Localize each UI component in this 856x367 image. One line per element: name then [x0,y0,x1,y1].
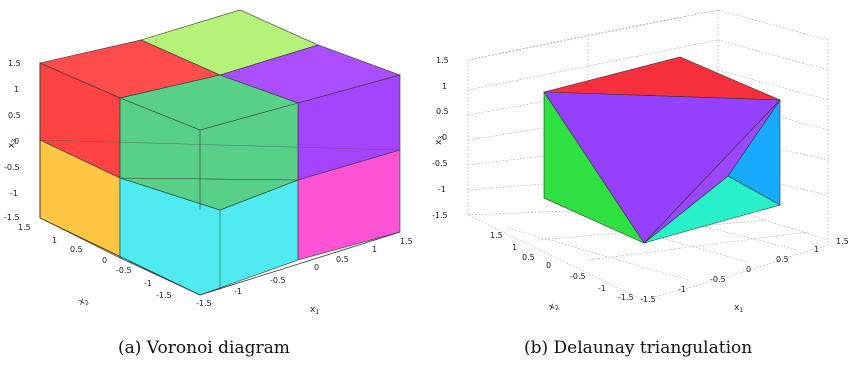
x3-ticks: 1.5 1 0.5 0 -0.5 -1 -1.5 [4,59,21,222]
svg-text:1: 1 [442,82,447,91]
svg-text:-0.5: -0.5 [270,276,286,285]
x3-axis-label: x3 [7,139,18,148]
svg-text:1.5: 1.5 [490,231,503,240]
svg-text:1: 1 [372,245,377,254]
face-green-left [543,91,645,244]
svg-text:-1.5: -1.5 [640,295,656,304]
svg-text:0: 0 [746,265,751,274]
x1-axis-label: x1 [734,303,743,314]
svg-text:0.5: 0.5 [776,255,789,264]
voronoi-panel: 1.5 1 0.5 0 -0.5 -1 -1.5 x3 1.5 1 0.5 0 … [4,9,413,358]
svg-text:-1: -1 [144,279,152,288]
x1-ticks: -1.5 -1 -0.5 0 0.5 1 1.5 [640,237,849,304]
svg-text:0: 0 [442,133,447,142]
svg-text:-1: -1 [678,285,686,294]
svg-text:-0.5: -0.5 [432,159,448,168]
svg-text:-1: -1 [234,287,242,296]
svg-text:1.5: 1.5 [18,223,31,232]
svg-text:-0.5: -0.5 [570,272,586,281]
svg-text:-1: -1 [438,185,446,194]
svg-text:-1.5: -1.5 [196,299,212,308]
svg-text:-0.5: -0.5 [116,266,132,275]
svg-text:-1.5: -1.5 [4,213,20,222]
svg-text:1.5: 1.5 [436,56,449,65]
svg-text:-1.5: -1.5 [156,291,172,300]
svg-text:0.5: 0.5 [522,253,535,262]
svg-text:1.5: 1.5 [8,59,21,68]
x3-axis-label: x3 [434,136,445,145]
caption-delaunay: (b) Delaunay triangulation [524,338,753,358]
svg-text:0: 0 [546,261,551,270]
x2-ticks: 1.5 1 0.5 0 -0.5 -1 -1.5 [490,231,634,302]
svg-text:0.5: 0.5 [70,245,83,254]
x1-ticks: -1.5 -1 -0.5 0 0.5 1 1.5 [196,237,413,308]
x1-axis-label: x1 [310,305,319,316]
svg-text:-1.5: -1.5 [432,211,448,220]
svg-text:0: 0 [14,137,19,146]
svg-text:-1: -1 [598,284,606,293]
svg-text:1: 1 [52,236,57,245]
x3-ticks: 1.5 1 0.5 0 -0.5 -1 -1.5 [432,56,449,220]
voronoi-plot: 1.5 1 0.5 0 -0.5 -1 -1.5 x3 1.5 1 0.5 0 … [4,9,413,316]
svg-text:1: 1 [512,243,517,252]
svg-text:0: 0 [102,256,107,265]
face-purple-right-lower [643,99,781,244]
delaunay-panel: 1.5 1 0.5 0 -0.5 -1 -1.5 x3 1.5 1 0.5 0 … [428,0,856,367]
svg-text:1: 1 [814,245,819,254]
svg-text:0: 0 [314,263,319,272]
svg-text:1: 1 [14,85,19,94]
x2-axis-label: x2 [78,295,91,309]
caption-voronoi: (a) Voronoi diagram [118,338,290,358]
svg-text:0.5: 0.5 [436,107,449,116]
delaunay-plot: 1.5 1 0.5 0 -0.5 -1 -1.5 x3 1.5 1 0.5 0 … [432,9,849,314]
x2-ticks: 1.5 1 0.5 0 -0.5 -1 -1.5 [18,223,172,300]
svg-text:-0.5: -0.5 [4,163,20,172]
svg-text:-0.5: -0.5 [710,275,726,284]
svg-text:0.5: 0.5 [8,111,21,120]
svg-text:1.5: 1.5 [836,237,849,246]
svg-text:0.5: 0.5 [336,255,349,264]
svg-text:-1.5: -1.5 [618,293,634,302]
svg-text:-1: -1 [10,189,18,198]
x2-axis-label: x2 [548,300,561,314]
svg-text:1.5: 1.5 [400,237,413,246]
